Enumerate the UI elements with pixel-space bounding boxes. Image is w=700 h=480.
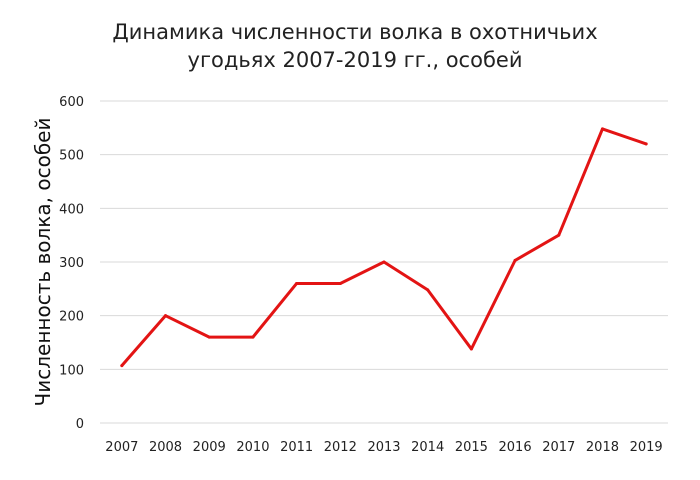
y-tick-label: 500	[59, 149, 84, 164]
x-tick-label: 2008	[149, 440, 182, 455]
x-tick-label: 2019	[630, 440, 663, 455]
x-tick-label: 2016	[499, 440, 532, 455]
data-point	[382, 260, 386, 264]
x-tick-label: 2015	[455, 440, 488, 455]
x-tick-label: 2007	[105, 440, 138, 455]
data-point	[600, 127, 604, 131]
y-tick-label: 400	[59, 202, 84, 217]
x-tick-label: 2017	[542, 440, 575, 455]
data-point	[164, 314, 168, 318]
x-tick-label: 2014	[411, 440, 444, 455]
x-tick-label: 2012	[324, 440, 357, 455]
chart-title-line-1: Динамика численности волка в охотничьих	[112, 20, 598, 44]
data-point	[120, 364, 124, 368]
x-tick-label: 2018	[586, 440, 619, 455]
series-line	[120, 127, 648, 368]
y-tick-label: 100	[59, 363, 84, 378]
data-point	[338, 281, 342, 285]
data-point	[644, 142, 648, 146]
x-tick-label: 2011	[280, 440, 313, 455]
data-point	[207, 335, 211, 339]
data-point	[513, 258, 517, 262]
x-tick-label: 2013	[367, 440, 400, 455]
data-point	[557, 233, 561, 237]
y-tick-label: 300	[59, 256, 84, 271]
data-point	[251, 335, 255, 339]
chart-title-line-2: угодьях 2007-2019 гг., особей	[187, 48, 523, 72]
x-tick-label: 2010	[236, 440, 269, 455]
chart-title: Динамика численности волка в охотничьих …	[90, 18, 620, 74]
data-point	[295, 281, 299, 285]
x-tick-label: 2009	[193, 440, 226, 455]
data-point	[469, 347, 473, 351]
data-point	[426, 288, 430, 292]
y-tick-label: 200	[59, 310, 84, 325]
y-tick-label: 0	[76, 417, 84, 432]
y-tick-label: 600	[59, 95, 84, 110]
